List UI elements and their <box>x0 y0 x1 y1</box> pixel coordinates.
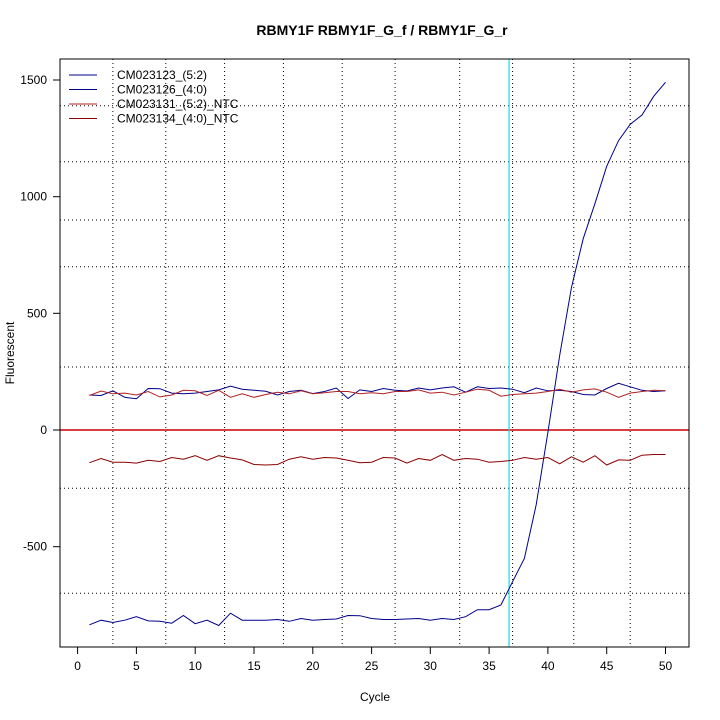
plot-frame <box>59 58 690 648</box>
data-series <box>89 81 666 627</box>
series-line-1 <box>89 81 666 627</box>
series-line-4 <box>89 453 666 466</box>
x-tick-label: 0 <box>74 659 81 673</box>
legend-label: CM023126_(4:0) <box>117 83 207 97</box>
y-tick-label: 1000 <box>20 190 47 204</box>
x-tick-label: 10 <box>189 659 203 673</box>
x-tick-label: 35 <box>482 659 496 673</box>
reference-lines <box>60 59 689 647</box>
legend-label: CM023123_(5:2) <box>117 68 207 82</box>
x-tick-label: 30 <box>424 659 438 673</box>
legend-label: CM023134_(4:0)_NTC <box>117 112 239 126</box>
y-tick-label: 1500 <box>20 73 47 87</box>
x-tick-label: 25 <box>365 659 379 673</box>
y-tick-label: 0 <box>40 423 47 437</box>
series-line-3 <box>89 388 666 398</box>
x-axis-title: Cycle <box>360 690 390 704</box>
y-axis-title: Fluorescent <box>3 321 17 384</box>
x-tick-label: 20 <box>306 659 320 673</box>
x-tick-label: 5 <box>133 659 140 673</box>
x-tick-label: 45 <box>600 659 614 673</box>
legend: CM023123_(5:2)CM023126_(4:0)CM023131_(5:… <box>69 68 239 126</box>
y-axis: -500 0 500 1000 1500 <box>20 73 60 554</box>
x-tick-label: 40 <box>541 659 555 673</box>
grid-lines <box>60 59 689 647</box>
x-tick-label: 50 <box>659 659 673 673</box>
y-tick-label: 500 <box>27 306 47 320</box>
x-axis: 0 5 10 15 20 25 30 35 40 45 50 <box>74 647 672 673</box>
x-tick-label: 15 <box>247 659 261 673</box>
chart-title: RBMY1F RBMY1F_G_f / RBMY1F_G_r <box>256 22 508 38</box>
legend-label: CM023131_(5:2)_NTC <box>117 97 239 111</box>
y-tick-label: -500 <box>23 540 47 554</box>
